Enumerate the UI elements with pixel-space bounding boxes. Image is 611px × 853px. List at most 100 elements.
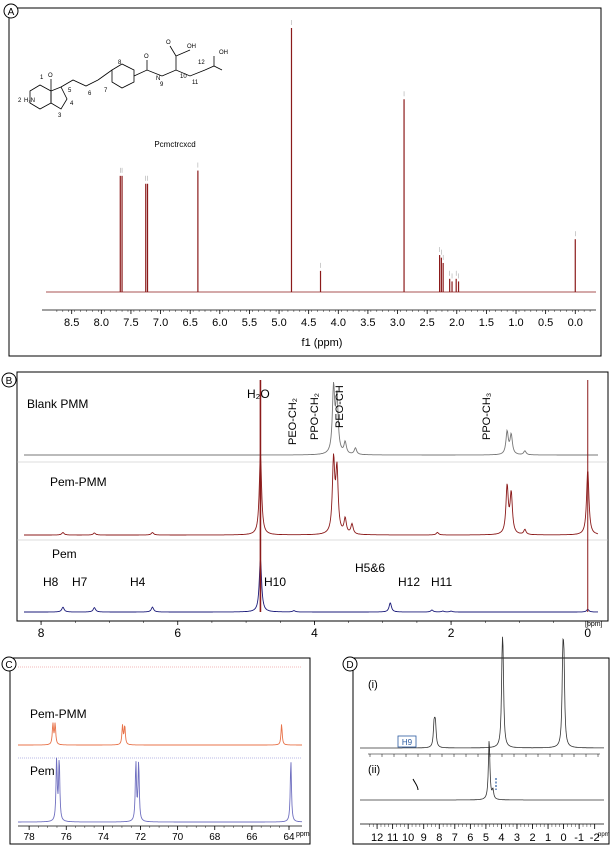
spectrum-b-0 xyxy=(24,382,598,456)
proton-label: H8 xyxy=(43,575,59,589)
tick-label-a: 2.5 xyxy=(420,317,435,329)
tick-label-d: 1 xyxy=(545,832,551,844)
atom-label-8: 8 xyxy=(118,60,122,66)
tick-label-a: 6.5 xyxy=(183,317,198,329)
tick-label-a: 0.5 xyxy=(538,317,553,329)
tick-label-a: 5.5 xyxy=(242,317,257,329)
tick-label-a: 7.5 xyxy=(123,317,138,329)
proton-label: H4 xyxy=(130,575,146,589)
tick-label-b: 4 xyxy=(311,626,318,640)
atom-label-9: 9 xyxy=(160,82,164,88)
tick-label-a: 4.5 xyxy=(301,317,316,329)
tick-label-d: 8 xyxy=(436,832,442,844)
tick-label-d: 2 xyxy=(529,832,535,844)
tick-label-a: 7.0 xyxy=(153,317,168,329)
panel-c-letter: C xyxy=(5,660,12,671)
tick-label-a: 4.0 xyxy=(331,317,346,329)
annotation-ppo-ch3: PPO-CH₃ xyxy=(481,393,493,440)
annotation-peo-ch2: PEO-CH₂ xyxy=(287,398,299,445)
tick-label-d: 5 xyxy=(483,832,489,844)
axis-b-xlabel: [ppm] xyxy=(585,621,603,628)
panel-a-letter: A xyxy=(8,7,15,18)
series-label-i: (i) xyxy=(368,679,378,691)
tick-label-d: 0 xyxy=(561,832,567,844)
spectrum-b-2 xyxy=(24,559,598,613)
panel-b-badge xyxy=(1,372,17,388)
annotation-peo-ch: PEO-CH xyxy=(334,385,346,428)
axis-d-xlabel: ppm xyxy=(598,832,610,838)
atom-label-n-amide: N xyxy=(156,76,160,82)
atom-label-10: 10 xyxy=(180,74,187,80)
atom-label-2: 2 xyxy=(18,98,22,104)
atom-label-4: 4 xyxy=(70,101,74,107)
atom-label-3: 3 xyxy=(58,113,62,119)
plot-b: Blank PMM Pem-PMM Pem H₂O PEO-CH₂ PPO-CH₂ PEO-… xyxy=(17,380,608,640)
panel-c-badge xyxy=(1,656,17,672)
series-label-pem: Pem xyxy=(30,764,55,778)
tick-label-d: 6 xyxy=(467,832,473,844)
tick-label-d: -1 xyxy=(574,832,584,844)
tick-label-c: 68 xyxy=(209,832,221,843)
label-h9: H9 xyxy=(402,738,413,747)
tick-label-d: -2 xyxy=(590,832,600,844)
panel-a: A 1 2 H₂N 3 xyxy=(3,3,602,357)
tick-label-d: 12 xyxy=(371,832,383,844)
atom-label-h2n: H₂N xyxy=(24,98,35,104)
tick-label-a: 6.0 xyxy=(212,317,227,329)
tick-label-a: 5.0 xyxy=(271,317,286,329)
tick-label-b: 2 xyxy=(448,626,455,640)
panel-a-frame xyxy=(8,7,602,357)
atom-label-6: 6 xyxy=(88,91,92,97)
pemetrexed-structure xyxy=(29,45,223,110)
tick-label-a: 3.5 xyxy=(360,317,375,329)
structure-labels: 1 2 H₂N 3 4 5 6 7 8 9 10 11 12 OH OH O O… xyxy=(18,40,228,119)
spectrum-c-1 xyxy=(18,757,303,823)
atom-label-11: 11 xyxy=(192,80,199,86)
series-label-blank-pmm: Blank PMM xyxy=(27,397,88,411)
plot-a: 8.5 8.0 7.5 7.0 6.5 6.0 5.5 5.0 4.5 4.0 3.5 3.0 2.5 2… xyxy=(42,20,596,349)
tick-label-c: 64 xyxy=(283,832,295,843)
tick-label-d: 10 xyxy=(402,832,414,844)
spectrum-d-1 xyxy=(360,741,604,801)
series-label-pem-pmm: Pem-PMM xyxy=(50,475,107,489)
panel-a-badge xyxy=(3,3,19,19)
plot-c: Pem-PMM Pem 78 76 74 72 70 68 66 64 ppm xyxy=(18,666,310,843)
tick-label-a: 1.5 xyxy=(479,317,494,329)
panel-d-badge xyxy=(342,656,358,672)
atom-label-1: 1 xyxy=(40,75,44,81)
panel-d-letter: D xyxy=(346,660,353,671)
proton-label: H12 xyxy=(398,575,420,589)
tick-label-d: 7 xyxy=(452,832,458,844)
spectrum-b-1 xyxy=(24,453,599,536)
tick-label-a: 1.0 xyxy=(508,317,523,329)
tick-label-a: 8.0 xyxy=(94,317,109,329)
atom-label-7: 7 xyxy=(104,88,108,94)
tick-label-c: 74 xyxy=(98,832,110,843)
proton-label: H7 xyxy=(72,575,88,589)
tick-label-d: 4 xyxy=(498,832,504,844)
panel-b: B Blank PMM Pem-PMM Pem H₂O PEO-CH₂ PPO-CH₂ PE… xyxy=(1,371,609,640)
atom-label-o-1: O xyxy=(48,73,53,79)
atom-label-o-3: O xyxy=(166,40,171,46)
atom-label-oh-1: OH xyxy=(187,44,196,50)
series-label-pem: Pem xyxy=(52,547,77,561)
series-label-pem-pmm: Pem-PMM xyxy=(30,707,87,721)
axis-c-xlabel: ppm xyxy=(296,831,310,838)
tick-label-c: 76 xyxy=(61,832,73,843)
h9-box xyxy=(397,735,417,748)
proton-label: H11 xyxy=(431,575,452,589)
atom-label-oh-2: OH xyxy=(219,50,228,56)
tick-label-c: 72 xyxy=(135,832,147,843)
spectrum-d-0 xyxy=(360,636,604,749)
panel-d-frame xyxy=(352,657,610,845)
tick-label-b: 6 xyxy=(174,626,181,640)
tick-label-a: 8.5 xyxy=(64,317,79,329)
series-label-ii: (ii) xyxy=(368,764,380,776)
proton-label: H10 xyxy=(264,575,286,589)
tick-label-c: 66 xyxy=(246,832,258,843)
tick-label-b: 8 xyxy=(38,626,45,640)
proton-label: H5&6 xyxy=(355,561,385,575)
